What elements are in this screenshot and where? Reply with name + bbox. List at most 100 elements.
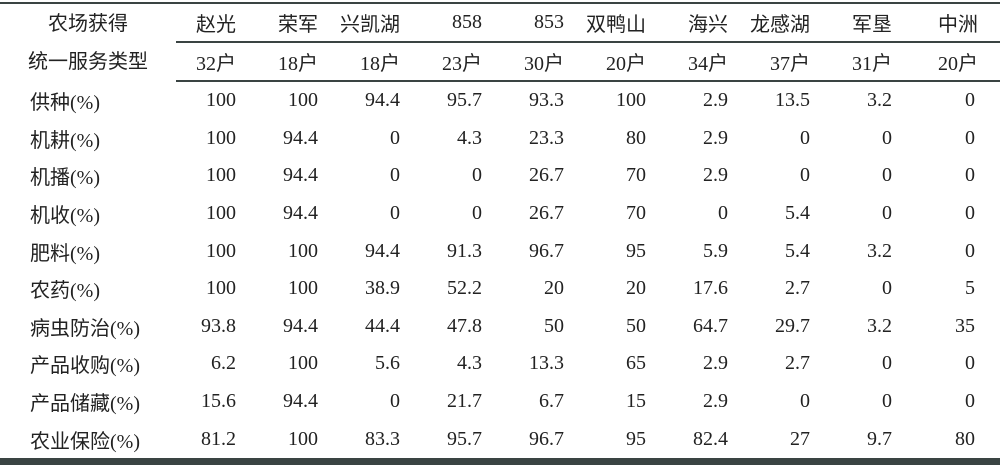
table-cell: 0	[882, 277, 892, 300]
table-cell: 94.4	[365, 239, 400, 262]
column-header-farm: 853	[534, 11, 564, 33]
table-cell: 44.4	[365, 314, 400, 337]
table-cell: 100	[206, 89, 236, 112]
table-cell: 3.2	[867, 239, 892, 262]
table-cell: 52.2	[447, 277, 482, 300]
table-cell: 5.4	[785, 239, 810, 262]
table-cell: 47.8	[447, 314, 482, 337]
column-header-households: 20户	[586, 41, 668, 82]
header-row-farm-names: 农场获得 统一服务类型 赵光 荣军 兴凯湖 858 853 双鸭山 海兴 龙感湖 军垦 中洲	[0, 3, 1000, 73]
table-cell: 6.2	[211, 352, 236, 375]
table-cell: 93.3	[529, 89, 564, 112]
table-cell: 64.7	[693, 314, 728, 337]
column-header-farm: 海兴	[688, 14, 728, 36]
table-cell: 0	[800, 126, 810, 149]
table-cell: 0	[390, 126, 400, 149]
row-label: 农药(%)	[30, 280, 100, 303]
table-cell: 83.3	[365, 427, 400, 450]
table-row: 机耕(%) 100 94.4 0 4.3 23.3 80 2.9 0 0 0	[0, 120, 1000, 158]
column-header-farm: 龙感湖	[750, 14, 810, 36]
row-label: 肥料(%)	[30, 242, 100, 265]
table-cell: 95	[626, 239, 646, 262]
table-cell: 5.4	[785, 202, 810, 225]
table-cell: 35	[955, 314, 975, 337]
table-cell: 21.7	[447, 390, 482, 413]
table-cell: 0	[965, 126, 975, 149]
table-cell: 94.4	[283, 314, 318, 337]
table-cell: 95	[626, 427, 646, 450]
table-cell: 38.9	[365, 277, 400, 300]
column-header-farm: 赵光	[196, 14, 236, 36]
table-cell: 70	[626, 164, 646, 187]
table-cell: 3.2	[867, 89, 892, 112]
table-cell: 2.9	[703, 390, 728, 413]
table-cell: 0	[390, 202, 400, 225]
table-cell: 94.4	[283, 126, 318, 149]
table-cell: 0	[965, 164, 975, 187]
table-cell: 0	[390, 390, 400, 413]
corner-label-line2: 统一服务类型	[28, 50, 148, 73]
table-cell: 100	[206, 239, 236, 262]
table-row: 产品收购(%) 6.2 100 5.6 4.3 13.3 65 2.9 2.7 0 0	[0, 345, 1000, 383]
column-header-households: 37户	[750, 41, 832, 82]
corner-label-line1: 农场获得	[48, 12, 128, 35]
table-cell: 80	[626, 126, 646, 149]
table-cell: 0	[800, 390, 810, 413]
row-label: 病虫防治(%)	[30, 317, 140, 340]
row-label: 农业保险(%)	[30, 430, 140, 453]
column-header-households: 18户	[340, 41, 422, 82]
table-cell: 81.2	[201, 427, 236, 450]
table-cell: 13.5	[775, 89, 810, 112]
table-cell: 100	[616, 89, 646, 112]
table-cell: 0	[965, 202, 975, 225]
table-cell: 0	[472, 164, 482, 187]
row-label: 机收(%)	[30, 205, 100, 228]
column-header-households: 23户	[422, 41, 504, 82]
table-cell: 100	[288, 89, 318, 112]
table-cell: 94.4	[283, 390, 318, 413]
table-cell: 20	[544, 277, 564, 300]
table-cell: 5.6	[375, 352, 400, 375]
table-cell: 26.7	[529, 202, 564, 225]
table-cell: 23.3	[529, 126, 564, 149]
table-row: 肥料(%) 100 100 94.4 91.3 96.7 95 5.9 5.4 3.2 0	[0, 232, 1000, 270]
table-row: 供种(%) 100 100 94.4 95.7 93.3 100 2.9 13.5 3.2 0	[0, 81, 1000, 120]
table-cell: 0	[882, 126, 892, 149]
column-header-households: 18户	[258, 41, 340, 82]
table-cell: 5.9	[703, 239, 728, 262]
table-cell: 100	[288, 352, 318, 375]
table-cell: 95.7	[447, 427, 482, 450]
table-cell: 5	[965, 277, 975, 300]
table-row: 产品储藏(%) 15.6 94.4 0 21.7 6.7 15 2.9 0 0 0	[0, 383, 1000, 421]
table-cell: 0	[472, 202, 482, 225]
table-cell: 82.4	[693, 427, 728, 450]
table-cell: 80	[955, 427, 975, 450]
table-cell: 65	[626, 352, 646, 375]
table-cell: 0	[718, 202, 728, 225]
column-header-households: 31户	[832, 41, 914, 82]
table-body: 供种(%) 100 100 94.4 95.7 93.3 100 2.9 13.5 3.2 0 机耕(…	[0, 81, 1000, 461]
table-cell: 13.3	[529, 352, 564, 375]
column-header-farm: 双鸭山	[586, 14, 646, 36]
table-cell: 100	[288, 277, 318, 300]
table-cell: 93.8	[201, 314, 236, 337]
table-cell: 2.7	[785, 352, 810, 375]
column-header-households: 32户	[176, 41, 258, 82]
table-cell: 96.7	[529, 239, 564, 262]
column-header-farm: 军垦	[852, 14, 892, 36]
table-cell: 91.3	[447, 239, 482, 262]
column-header-households: 30户	[504, 41, 586, 82]
table-cell: 26.7	[529, 164, 564, 187]
table-cell: 94.4	[283, 164, 318, 187]
table-cell: 0	[390, 164, 400, 187]
table-cell: 9.7	[867, 427, 892, 450]
table-cell: 100	[288, 427, 318, 450]
table-cell: 70	[626, 202, 646, 225]
table-cell: 96.7	[529, 427, 564, 450]
table-cell: 95.7	[447, 89, 482, 112]
table-cell: 4.3	[457, 126, 482, 149]
table-row: 农药(%) 100 100 38.9 52.2 20 20 17.6 2.7 0 5	[0, 270, 1000, 308]
row-label: 产品收购(%)	[30, 355, 140, 378]
table-cell: 0	[965, 239, 975, 262]
row-label: 产品储藏(%)	[30, 393, 140, 416]
